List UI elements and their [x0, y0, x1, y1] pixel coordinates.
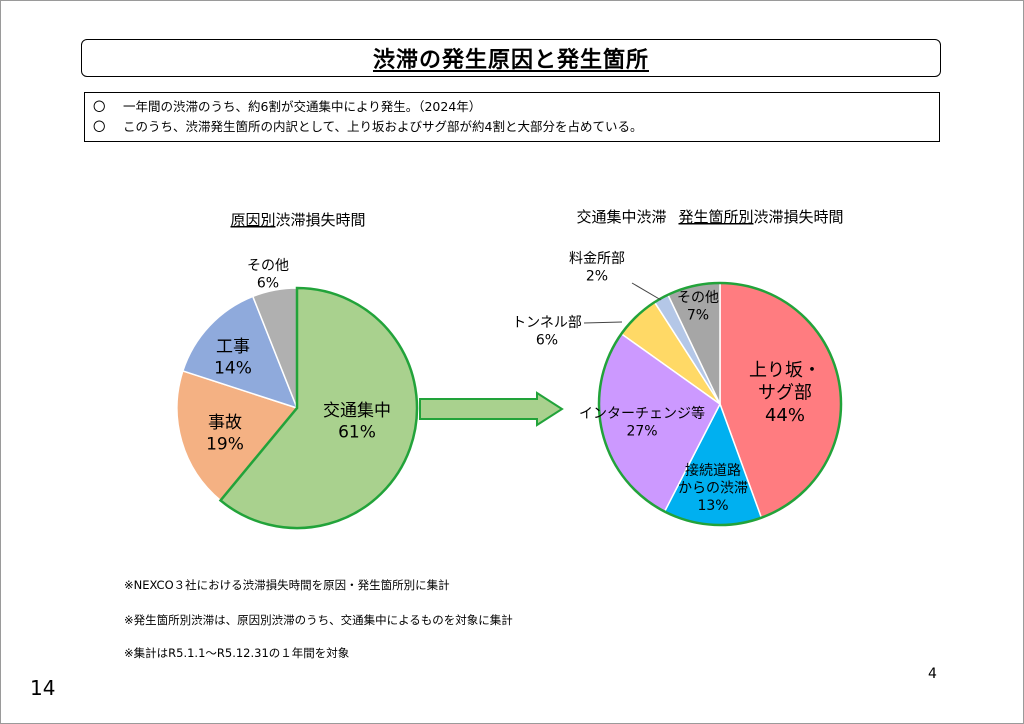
- page-title: 渋滞の発生原因と発生箇所: [372, 48, 649, 73]
- summary-line-2: 〇 このうち、渋滞発生箇所の内訳として、上り坂およびサグ部が約4割と大部分を占めて…: [93, 117, 939, 137]
- note-3: ※集計はR5.1.1～R5.12.31の１年間を対象: [124, 646, 350, 660]
- summary-text-2: このうち、渋滞発生箇所の内訳として、上り坂およびサグ部が約4割と大部分を占めてい…: [123, 119, 643, 134]
- page-number-left: 14: [30, 676, 56, 700]
- chart2-title-prefix: 交通集中渋滞: [576, 208, 666, 226]
- pie2-label-2: インターチェンジ等 27%: [579, 405, 705, 440]
- leader-line-tunnel: [583, 321, 623, 324]
- pie2-outline: [597, 281, 843, 527]
- summary-line-1: 〇 一年間の渋滞のうち、約6割が交通集中により発生。（2024年）: [93, 97, 939, 117]
- pie-chart-location: 上り坂・サグ部 44%接続道路からの渋滞 13% インターチェンジ等 27% トンネル部 6…: [512, 251, 843, 527]
- chart1-title: 原因別渋滞損失時間: [230, 211, 365, 229]
- pie1-label-3: その他 6%: [247, 258, 289, 292]
- bullet-icon: 〇: [93, 119, 106, 134]
- pie2-label-4: 料金所部 2%: [569, 251, 625, 285]
- chart2-title: 交通集中渋滞 発生箇所別渋滞損失時間: [576, 208, 843, 226]
- title-box: 渋滞の発生原因と発生箇所: [81, 39, 941, 77]
- leader-line-tollgate: [631, 282, 662, 301]
- pie1-slice-0: [218, 286, 419, 530]
- note-2: ※発生箇所別渋滞は、原因別渋滞のうち、交通集中によるものを対象に集計: [124, 613, 513, 627]
- chart1-title-underlined: 原因別: [230, 211, 275, 229]
- pie-chart-cause: 交通集中 61% 事故 19% 工事 14% その他 6%: [176, 258, 419, 530]
- pie1-slice-2: [181, 295, 299, 410]
- pie2-label-3: トンネル部 6%: [512, 315, 582, 349]
- page-number-right: 4: [928, 666, 937, 682]
- summary-box: 〇一年間の渋滞のうち、約6割が交通集中により発生。（2024年） 〇このうち、渋…: [84, 92, 940, 142]
- pie1-label-0: 交通集中 61%: [323, 401, 391, 442]
- pie1-label-1: 事故 19%: [206, 413, 244, 454]
- pie1-label-2: 工事 14%: [214, 337, 252, 378]
- summary-text-1: 一年間の渋滞のうち、約6割が交通集中により発生。（2024年）: [123, 99, 482, 114]
- arrow-icon: [419, 391, 564, 427]
- chart2-title-underlined: 発生箇所別: [678, 208, 753, 226]
- bullet-icon: 〇: [93, 99, 106, 114]
- note-1: ※NEXCO３社における渋滞損失時間を原因・発生箇所別に集計: [124, 578, 450, 592]
- chart2-title-rest: 渋滞損失時間: [754, 208, 844, 226]
- chart1-title-rest: 渋滞損失時間: [276, 211, 366, 229]
- pie2-label-1: 接続道路からの渋滞 13%: [678, 462, 748, 514]
- pie2-label-5: その他 7%: [677, 290, 719, 324]
- pie2-label-0: 上り坂・サグ部 44%: [749, 360, 821, 426]
- pie1-slice-1: [176, 369, 299, 502]
